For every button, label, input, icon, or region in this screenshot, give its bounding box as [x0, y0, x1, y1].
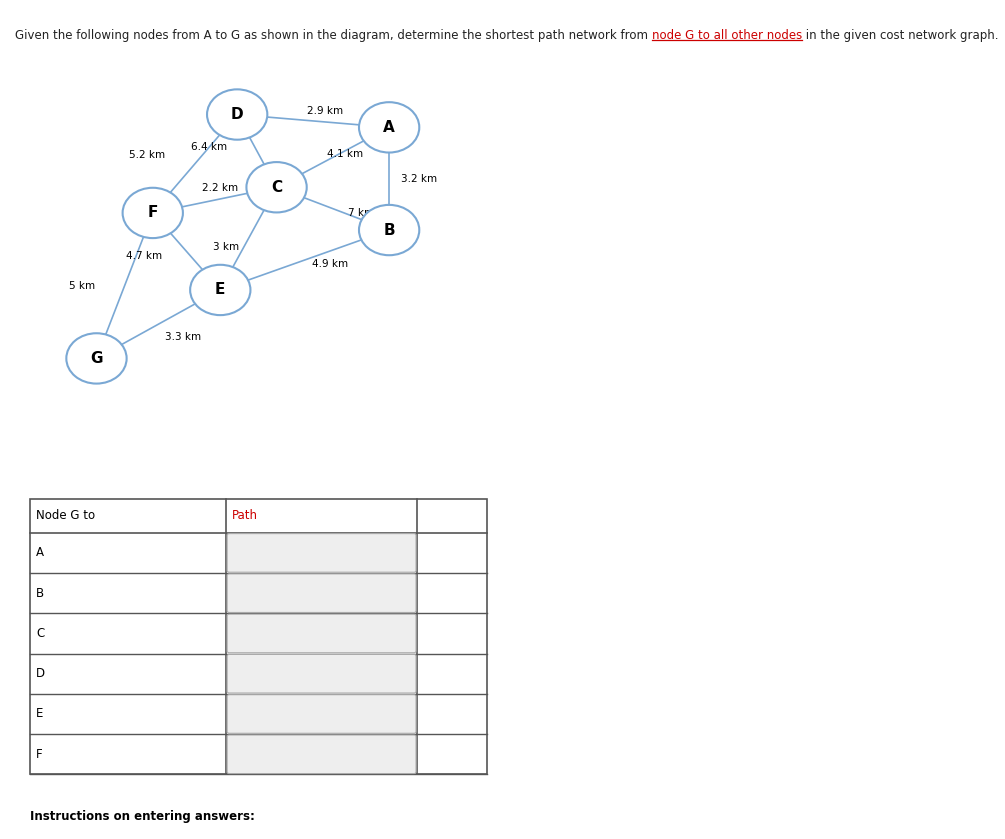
- Circle shape: [66, 333, 127, 383]
- Bar: [30, 499, 487, 774]
- Text: 5 km: 5 km: [69, 281, 95, 290]
- Text: 7 km: 7 km: [348, 208, 374, 218]
- Text: F: F: [36, 748, 43, 761]
- Text: 4.1 km: 4.1 km: [327, 149, 363, 159]
- Circle shape: [246, 162, 307, 212]
- Text: 5.2 km: 5.2 km: [129, 150, 165, 160]
- Text: A: A: [36, 546, 44, 560]
- Text: 2.2 km: 2.2 km: [202, 183, 238, 192]
- Text: Path: Path: [232, 509, 258, 523]
- Text: 4.7 km: 4.7 km: [127, 251, 163, 261]
- Text: D: D: [231, 107, 243, 122]
- Circle shape: [359, 205, 419, 255]
- Text: node G to all other nodes: node G to all other nodes: [652, 29, 802, 42]
- Text: Given the following nodes from A to G as shown in the diagram, determine the sho: Given the following nodes from A to G as…: [15, 29, 652, 42]
- Text: E: E: [36, 707, 43, 721]
- Text: 4.9 km: 4.9 km: [312, 259, 348, 269]
- Text: C: C: [36, 627, 44, 640]
- FancyBboxPatch shape: [227, 695, 416, 733]
- Text: 6.4 km: 6.4 km: [191, 142, 227, 152]
- Text: 3 km: 3 km: [213, 242, 239, 252]
- Text: B: B: [383, 222, 395, 237]
- FancyBboxPatch shape: [227, 735, 416, 774]
- FancyBboxPatch shape: [227, 654, 416, 693]
- Text: A: A: [383, 120, 395, 135]
- FancyBboxPatch shape: [227, 534, 416, 572]
- Circle shape: [190, 265, 250, 315]
- Text: E: E: [215, 283, 225, 298]
- Circle shape: [359, 102, 419, 153]
- Text: in the given cost network graph.: in the given cost network graph.: [802, 29, 999, 42]
- Text: F: F: [148, 206, 158, 221]
- Text: D: D: [36, 667, 45, 680]
- Text: G: G: [90, 351, 103, 366]
- Text: B: B: [36, 586, 44, 600]
- Text: Instructions on entering answers:: Instructions on entering answers:: [30, 810, 255, 822]
- Circle shape: [207, 90, 267, 139]
- Text: Node G to: Node G to: [36, 509, 95, 523]
- FancyBboxPatch shape: [227, 614, 416, 653]
- Text: C: C: [271, 180, 282, 195]
- Text: 3.2 km: 3.2 km: [401, 174, 437, 184]
- Circle shape: [123, 188, 183, 238]
- FancyBboxPatch shape: [227, 574, 416, 612]
- Text: 2.9 km: 2.9 km: [308, 106, 344, 116]
- Text: 3.3 km: 3.3 km: [166, 331, 202, 341]
